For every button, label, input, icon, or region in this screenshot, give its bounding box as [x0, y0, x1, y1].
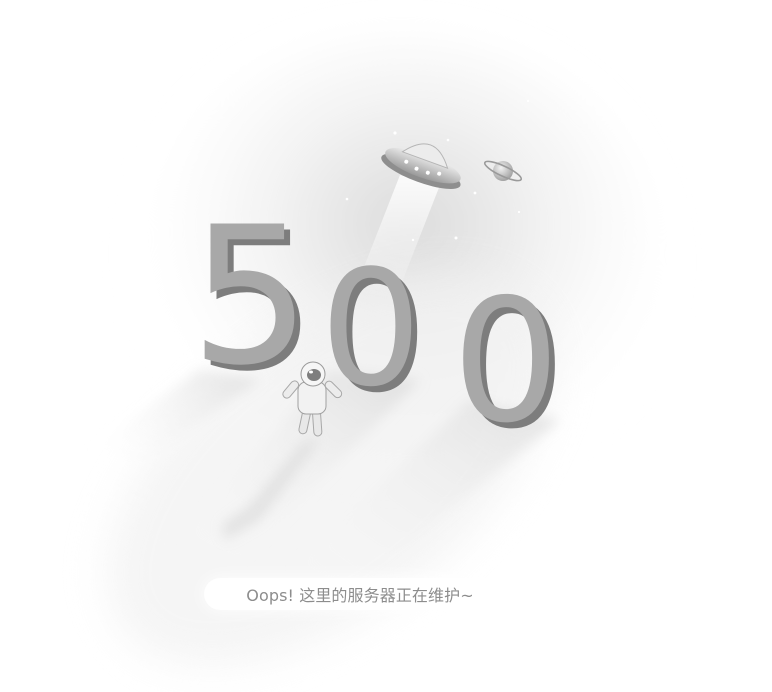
ufo-icon	[381, 143, 461, 189]
svg-text:0: 0	[458, 269, 566, 467]
planet-icon	[483, 160, 523, 182]
svg-text:0: 0	[452, 263, 560, 461]
svg-text:5: 5	[196, 192, 317, 413]
error-message: Oops! 这里的服务器正在维护~	[246, 586, 474, 605]
error-digit-0-second: 0 0	[452, 263, 566, 467]
ufo-beam	[355, 175, 440, 300]
astronaut-icon	[282, 361, 343, 437]
error-message-container: Oops! 这里的服务器正在维护~	[204, 578, 516, 610]
svg-text:5: 5	[190, 186, 311, 407]
svg-text:0: 0	[326, 241, 428, 428]
error-digit-0-first: 0 0	[320, 235, 428, 428]
astronaut-shadow	[222, 440, 320, 540]
error-digit-5: 5 5	[190, 186, 317, 413]
star-icon	[345, 99, 530, 242]
